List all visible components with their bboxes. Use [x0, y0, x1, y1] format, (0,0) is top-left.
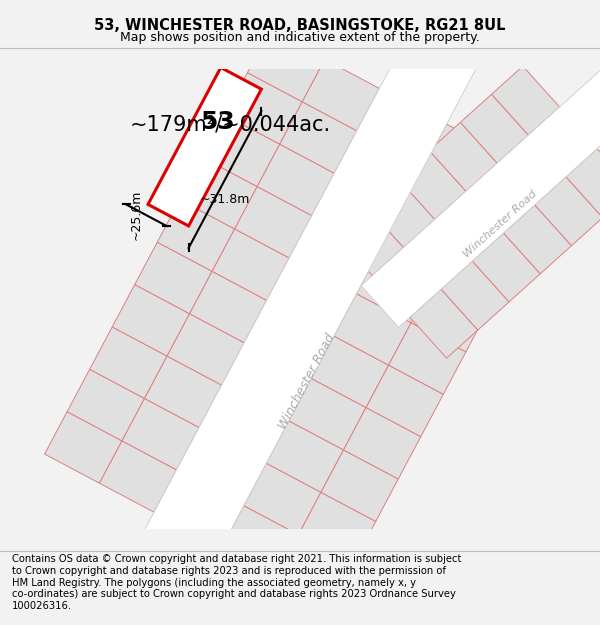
Polygon shape	[401, 166, 479, 238]
Polygon shape	[83, 0, 526, 625]
Polygon shape	[361, 51, 600, 328]
Text: ~25.6m: ~25.6m	[130, 190, 143, 241]
Polygon shape	[311, 336, 389, 408]
Polygon shape	[321, 450, 398, 521]
Polygon shape	[472, 233, 540, 302]
Polygon shape	[247, 30, 325, 102]
Polygon shape	[112, 284, 190, 356]
Polygon shape	[100, 441, 176, 512]
Polygon shape	[379, 209, 456, 281]
Polygon shape	[456, 196, 533, 267]
Polygon shape	[212, 229, 289, 301]
Polygon shape	[389, 322, 466, 394]
Text: Winchester Road: Winchester Road	[461, 189, 539, 260]
Polygon shape	[366, 365, 443, 437]
Polygon shape	[491, 66, 560, 135]
Polygon shape	[302, 59, 379, 131]
Polygon shape	[67, 369, 145, 441]
Text: ~179m²/~0.044ac.: ~179m²/~0.044ac.	[130, 114, 331, 134]
Polygon shape	[257, 144, 334, 216]
Text: Winchester Road: Winchester Road	[277, 331, 338, 431]
Text: Map shows position and indicative extent of the property.: Map shows position and indicative extent…	[120, 31, 480, 44]
Polygon shape	[225, 72, 302, 144]
Polygon shape	[266, 421, 344, 492]
Polygon shape	[89, 327, 167, 398]
Polygon shape	[202, 115, 280, 186]
Text: Contains OS data © Crown copyright and database right 2021. This information is : Contains OS data © Crown copyright and d…	[12, 554, 461, 611]
Polygon shape	[429, 122, 497, 191]
Polygon shape	[411, 281, 488, 352]
Polygon shape	[424, 124, 501, 196]
Text: 53, WINCHESTER ROAD, BASINGSTOKE, RG21 8UL: 53, WINCHESTER ROAD, BASINGSTOKE, RG21 8…	[94, 18, 506, 32]
Polygon shape	[148, 68, 262, 226]
Polygon shape	[190, 271, 267, 342]
Polygon shape	[398, 151, 466, 219]
Polygon shape	[244, 463, 321, 534]
Polygon shape	[145, 356, 221, 428]
Polygon shape	[289, 378, 366, 450]
Polygon shape	[135, 242, 212, 314]
Text: 53: 53	[200, 110, 235, 134]
Polygon shape	[122, 398, 199, 470]
Polygon shape	[460, 94, 529, 163]
Polygon shape	[280, 102, 357, 173]
Polygon shape	[167, 314, 244, 385]
Polygon shape	[367, 179, 435, 248]
Text: ~31.8m: ~31.8m	[200, 192, 250, 206]
Polygon shape	[479, 153, 556, 225]
Polygon shape	[235, 186, 312, 258]
Polygon shape	[276, 534, 353, 606]
Polygon shape	[157, 200, 235, 271]
Polygon shape	[221, 506, 298, 577]
Polygon shape	[44, 412, 122, 483]
Polygon shape	[361, 51, 600, 328]
Polygon shape	[83, 0, 526, 625]
Polygon shape	[434, 238, 511, 309]
Polygon shape	[334, 294, 411, 365]
Polygon shape	[344, 408, 421, 479]
Polygon shape	[535, 177, 600, 246]
Polygon shape	[410, 289, 478, 358]
Polygon shape	[566, 149, 600, 218]
Polygon shape	[180, 158, 257, 229]
Polygon shape	[503, 205, 571, 274]
Polygon shape	[356, 251, 434, 322]
Polygon shape	[441, 261, 509, 330]
Polygon shape	[298, 492, 376, 564]
Polygon shape	[335, 207, 404, 276]
